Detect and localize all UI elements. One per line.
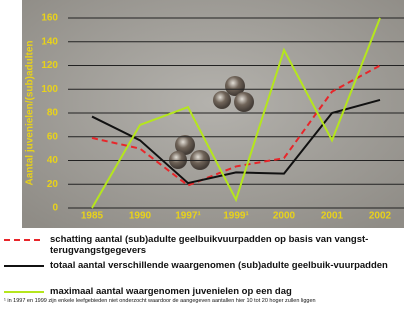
y-tick-label: 80 [47,108,59,119]
x-tick-label: 1990 [129,211,152,222]
photo-background [22,0,404,228]
y-tick-label: 0 [52,203,58,214]
y-tick-label: 60 [47,131,59,142]
y-tick-label: 160 [41,13,58,24]
y-axis-title: Aantal juvenielen/(sub)adulten [25,40,36,185]
x-tick-label: 2000 [273,211,296,222]
legend-label: totaal aantal verschillende waargenomen … [50,260,405,271]
x-tick-label: 2001 [321,211,344,222]
footnote: ¹ in 1997 en 1999 zijn enkele leefgebied… [4,298,409,305]
y-tick-label: 120 [41,60,58,71]
y-tick-label: 40 [47,155,59,166]
legend-label: schatting aantal (sub)adulte geelbuikvuu… [50,234,405,256]
legend-label: maximaal aantal waargenomen juvenielen o… [50,286,405,297]
x-tick-label: 2002 [369,211,392,222]
y-tick-label: 20 [47,179,59,190]
x-tick-label: 1997¹ [175,211,201,222]
y-tick-label: 100 [41,84,58,95]
y-tick-label: 140 [41,36,58,47]
x-tick-label: 1999¹ [223,211,249,222]
page: Aantal juvenielen/(sub)adulten 0 20 40 60 80… [0,0,414,314]
x-tick-label: 1985 [81,211,104,222]
